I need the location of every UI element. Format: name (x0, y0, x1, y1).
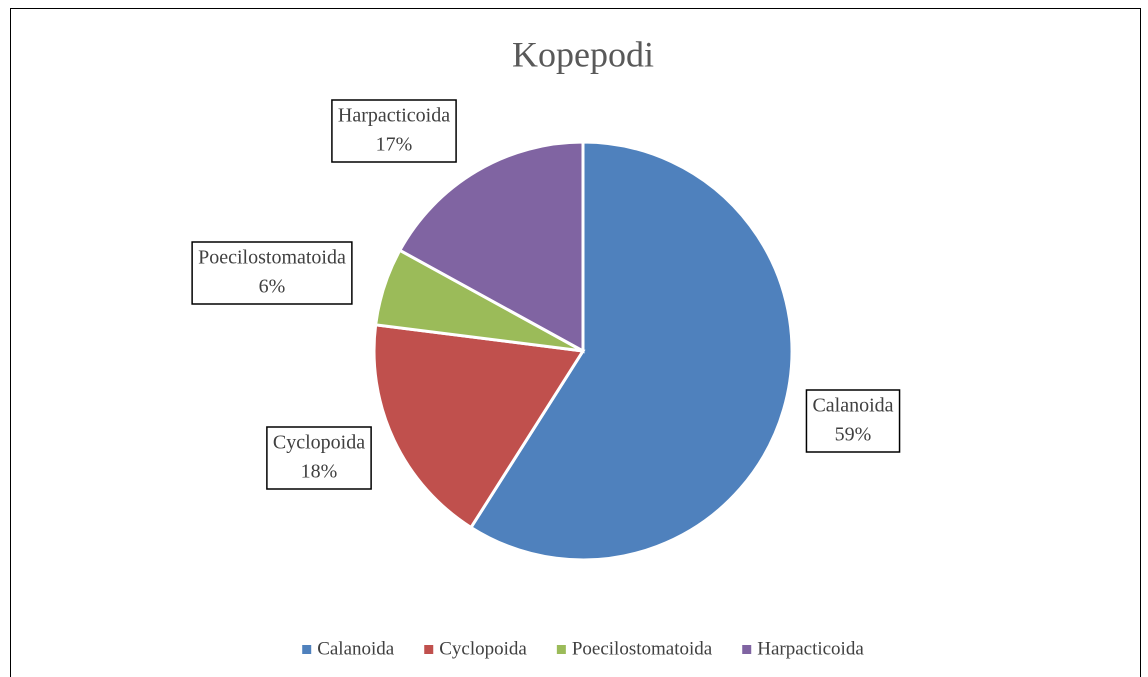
pie-slice (397, 140, 585, 354)
data-label-box (266, 426, 372, 490)
legend-label: Cyclopoida (439, 638, 527, 659)
data-label: Calanoida 59% (805, 389, 901, 453)
chart-title: Kopepodi (512, 34, 654, 74)
data-label-value: 6% (259, 276, 286, 298)
legend-item: Cyclopoida (424, 638, 527, 659)
pie-slice (468, 140, 794, 562)
legend-item: Poecilostomatoida (556, 638, 713, 659)
pie-slice (372, 323, 586, 530)
data-label-value: 17% (376, 134, 413, 156)
data-label-box (331, 99, 457, 163)
data-label: Harpacticoida 17% (331, 99, 457, 163)
data-label-category: Calanoida (812, 395, 893, 417)
data-label-box (805, 389, 901, 453)
data-label-category: Harpacticoida (338, 105, 450, 127)
legend-swatch (302, 645, 312, 654)
data-label: Cyclopoida 18% (266, 426, 372, 490)
legend-item: Calanoida (302, 638, 395, 659)
legend-swatch (556, 645, 566, 654)
legend-label: Calanoida (317, 638, 395, 659)
data-label-value: 59% (835, 424, 872, 446)
legend-swatch (424, 645, 434, 654)
data-label: Poecilostomatoida 6% (191, 241, 353, 305)
legend-label: Poecilostomatoida (572, 638, 713, 659)
legend-label: Harpacticoida (757, 638, 864, 659)
data-label-value: 18% (301, 461, 338, 483)
data-label-box (191, 241, 353, 305)
legend-swatch (742, 645, 752, 654)
data-label-category: Cyclopoida (273, 432, 365, 454)
chart-frame (10, 8, 1141, 677)
legend-item: Harpacticoida (742, 638, 864, 659)
data-label-category: Poecilostomatoida (198, 247, 346, 269)
